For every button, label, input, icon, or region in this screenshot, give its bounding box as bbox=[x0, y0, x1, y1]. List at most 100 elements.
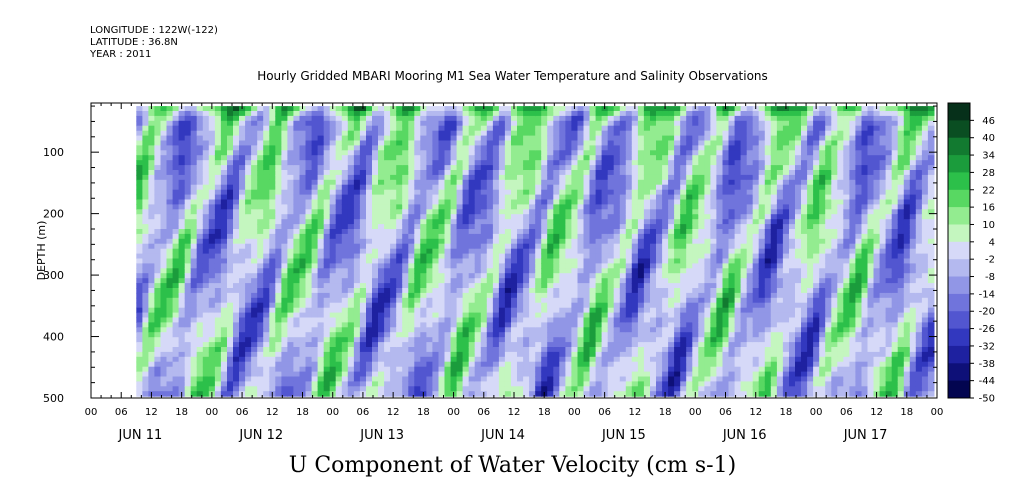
heatmap-cell bbox=[408, 115, 415, 122]
heatmap-cell bbox=[275, 214, 282, 220]
heatmap-cell bbox=[601, 233, 609, 240]
heatmap-cell bbox=[529, 371, 536, 378]
heatmap-cell bbox=[305, 160, 313, 166]
heatmap-cell bbox=[571, 263, 578, 269]
heatmap-cell bbox=[595, 115, 603, 122]
heatmap-cell bbox=[432, 278, 439, 284]
heatmap-cell bbox=[577, 248, 585, 255]
heatmap-cell bbox=[480, 179, 488, 186]
heatmap-cell bbox=[396, 174, 403, 181]
heatmap-cell bbox=[347, 302, 355, 309]
heatmap-cell bbox=[202, 371, 210, 378]
heatmap-cell bbox=[396, 224, 403, 230]
heatmap-cell bbox=[190, 229, 198, 235]
heatmap-cell bbox=[353, 219, 361, 225]
heatmap-cell bbox=[607, 361, 615, 368]
heatmap-cell bbox=[148, 361, 155, 368]
heatmap-cell bbox=[462, 391, 470, 397]
heatmap-cell bbox=[426, 189, 433, 196]
heatmap-cell bbox=[378, 179, 385, 186]
heatmap-cell bbox=[366, 253, 373, 260]
heatmap-cell bbox=[601, 268, 609, 274]
heatmap-cell bbox=[269, 219, 276, 225]
heatmap-cell bbox=[529, 342, 536, 348]
heatmap-cell bbox=[287, 199, 294, 205]
heatmap-cell bbox=[172, 327, 180, 333]
heatmap-cell bbox=[311, 170, 319, 176]
heatmap-cell bbox=[208, 120, 216, 127]
heatmap-cell bbox=[583, 140, 591, 146]
heatmap-cell bbox=[492, 307, 500, 314]
heatmap-cell bbox=[245, 351, 252, 358]
heatmap-cell bbox=[577, 155, 585, 161]
heatmap-cell bbox=[577, 111, 585, 117]
heatmap-cell bbox=[172, 312, 180, 319]
heatmap-cell bbox=[142, 371, 149, 378]
heatmap-cell bbox=[450, 115, 458, 122]
heatmap-cell bbox=[456, 312, 464, 319]
heatmap-cell bbox=[456, 120, 464, 127]
heatmap-cell bbox=[257, 386, 264, 392]
heatmap-cell bbox=[311, 391, 319, 397]
heatmap-cell bbox=[559, 140, 566, 146]
heatmap-cell bbox=[166, 160, 174, 166]
heatmap-cell bbox=[220, 381, 228, 387]
heatmap-cell bbox=[335, 174, 343, 181]
heatmap-cell bbox=[589, 174, 597, 181]
heatmap-cell bbox=[414, 130, 421, 137]
heatmap-cell bbox=[402, 283, 409, 289]
heatmap-cell bbox=[625, 371, 633, 378]
heatmap-cell bbox=[347, 391, 355, 397]
heatmap-cell bbox=[196, 184, 204, 191]
heatmap-cell bbox=[583, 248, 591, 255]
heatmap-cell bbox=[607, 268, 615, 274]
heatmap-cell bbox=[583, 229, 591, 235]
heatmap-cell bbox=[353, 155, 361, 161]
heatmap-cell bbox=[631, 243, 639, 250]
heatmap-cell bbox=[529, 135, 536, 142]
heatmap-cell bbox=[384, 160, 391, 166]
heatmap-cell bbox=[492, 135, 500, 142]
heatmap-cell bbox=[287, 150, 294, 156]
heatmap-cell bbox=[613, 115, 621, 122]
heatmap-cell bbox=[353, 135, 361, 142]
heatmap-cell bbox=[625, 391, 633, 397]
heatmap-cell bbox=[553, 238, 560, 245]
heatmap-cell bbox=[166, 199, 174, 205]
heatmap-cell bbox=[444, 361, 452, 368]
heatmap-cell bbox=[220, 204, 228, 210]
heatmap-cell bbox=[202, 204, 210, 210]
heatmap-cell bbox=[214, 337, 222, 343]
heatmap-cell bbox=[384, 258, 391, 264]
heatmap-cell bbox=[577, 224, 585, 230]
heatmap-cell bbox=[613, 204, 621, 210]
heatmap-cell bbox=[372, 150, 379, 156]
heatmap-cell bbox=[239, 184, 246, 191]
heatmap-cell bbox=[601, 366, 609, 373]
heatmap-cell bbox=[511, 283, 518, 289]
heatmap-cell bbox=[184, 199, 192, 205]
heatmap-cell bbox=[571, 179, 578, 186]
heatmap-cell bbox=[420, 155, 427, 161]
heatmap-cell bbox=[178, 238, 186, 245]
heatmap-cell bbox=[353, 317, 361, 323]
heatmap-cell bbox=[359, 130, 367, 137]
heatmap-cell bbox=[287, 115, 294, 122]
heatmap-cell bbox=[233, 361, 240, 368]
heatmap-cell bbox=[299, 332, 307, 338]
heatmap-cell bbox=[444, 371, 452, 378]
heatmap-cell bbox=[577, 263, 585, 269]
heatmap-cell bbox=[347, 386, 355, 392]
heatmap-cell bbox=[178, 332, 186, 338]
heatmap-cell bbox=[396, 184, 403, 191]
heatmap-cell bbox=[613, 140, 621, 146]
heatmap-cell bbox=[245, 238, 252, 245]
heatmap-cell bbox=[438, 140, 446, 146]
heatmap-cell bbox=[462, 194, 470, 201]
heatmap-cell bbox=[529, 278, 536, 284]
heatmap-cell bbox=[184, 106, 192, 112]
heatmap-cell bbox=[281, 243, 288, 250]
heatmap-cell bbox=[281, 224, 288, 230]
heatmap-cell bbox=[281, 307, 288, 314]
heatmap-cell bbox=[269, 145, 276, 151]
